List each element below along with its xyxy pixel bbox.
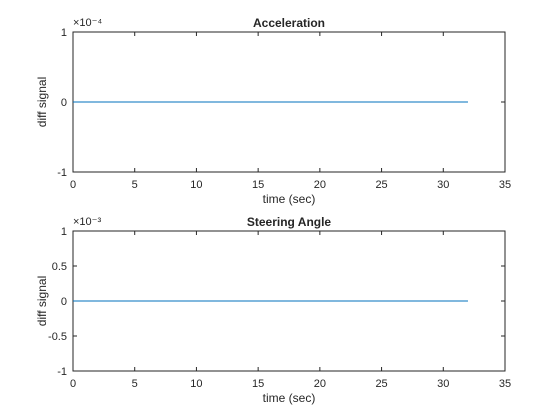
x-tick-label: 25 xyxy=(375,378,387,390)
x-tick-label: 35 xyxy=(499,378,511,390)
x-tick-label: 15 xyxy=(252,378,264,390)
exponent-label: ×10⁻³ xyxy=(73,216,101,228)
x-axis-label: time (sec) xyxy=(263,391,316,405)
exponent-label: ×10⁻⁴ xyxy=(73,17,102,29)
subplot-2: 0 5 10 15 20 25 30 35 -1 -0.5 0 0.5 1 Steering Angle ×… xyxy=(35,215,511,405)
y-tick-label: 0.5 xyxy=(52,261,67,273)
y-axis-label: diff signal xyxy=(35,77,49,127)
chart-title: Steering Angle xyxy=(247,215,332,229)
y-tick-label: 0 xyxy=(61,97,67,109)
x-tick-label: 30 xyxy=(437,378,449,390)
x-tick-label: 20 xyxy=(314,378,326,390)
x-tick-label: 10 xyxy=(190,378,202,390)
x-tick-label: 30 xyxy=(437,179,449,191)
x-tick-label: 0 xyxy=(70,378,76,390)
x-tick-label: 0 xyxy=(70,179,76,191)
x-axis-label: time (sec) xyxy=(263,192,316,206)
y-tick-label: 1 xyxy=(61,226,67,238)
y-tick-label: 1 xyxy=(61,27,67,39)
y-tick-label: -1 xyxy=(57,366,67,378)
x-tick-label: 20 xyxy=(314,179,326,191)
x-tick-label: 10 xyxy=(190,179,202,191)
subplot-1: 0 5 10 15 20 25 30 35-101Acceleration×10⁻⁴time … xyxy=(35,16,511,206)
x-tick-label: 5 xyxy=(132,378,138,390)
x-tick-label: 35 xyxy=(499,179,511,191)
y-tick-label: -0.5 xyxy=(48,331,67,343)
x-tick-label: 5 xyxy=(132,179,138,191)
y-tick-label: -1 xyxy=(57,167,67,179)
chart-title: Acceleration xyxy=(253,16,325,30)
y-axis-label: diff signal xyxy=(35,276,49,326)
y-tick-label: 0 xyxy=(61,296,67,308)
x-tick-label: 25 xyxy=(375,179,387,191)
x-tick-label: 15 xyxy=(252,179,264,191)
